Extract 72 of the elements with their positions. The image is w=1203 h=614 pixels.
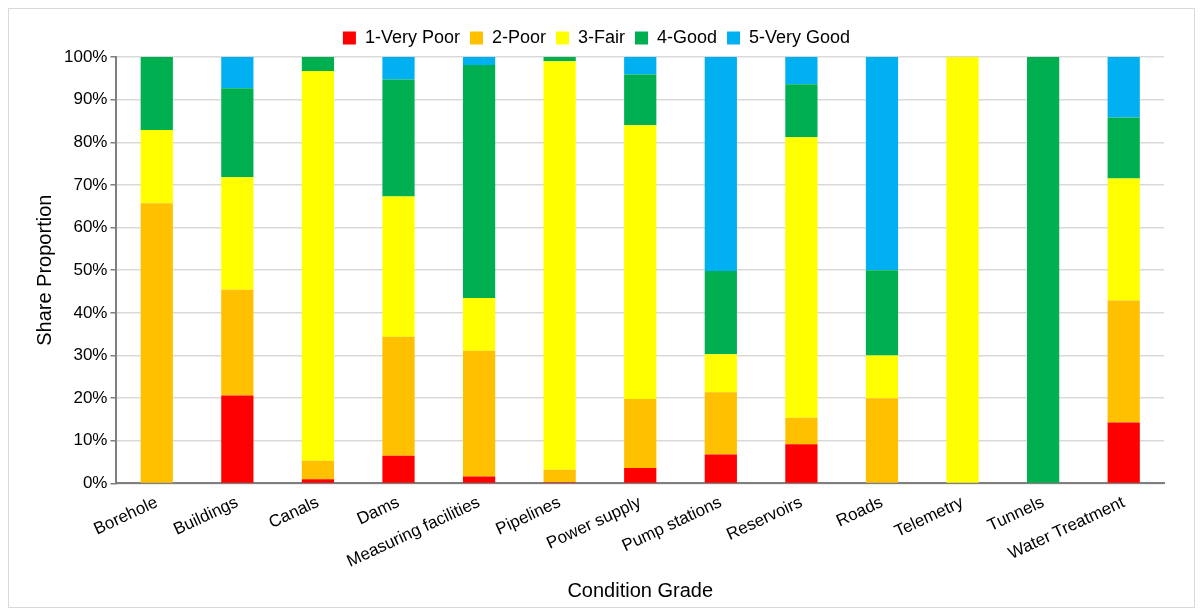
bar — [543, 469, 576, 483]
bar — [704, 454, 737, 483]
legend-label: 2-Poor — [491, 26, 546, 47]
bar — [1107, 422, 1140, 483]
bar — [382, 57, 415, 80]
bar — [462, 65, 496, 298]
y-tick-label: 70% — [73, 174, 108, 194]
bar — [221, 177, 254, 290]
bar — [301, 479, 335, 483]
bar — [221, 395, 254, 483]
bar — [382, 336, 415, 456]
bar — [865, 355, 899, 399]
y-tick-label: 30% — [73, 345, 108, 365]
legend-label: 3-Fair — [577, 26, 625, 47]
bar — [221, 289, 254, 396]
legend-label: 1-Very Poor — [364, 26, 460, 47]
bar — [301, 71, 335, 461]
bar — [543, 61, 576, 470]
bar — [301, 57, 335, 72]
y-tick-label: 40% — [73, 302, 108, 322]
bar — [382, 196, 415, 337]
y-tick-label: 100% — [64, 46, 108, 66]
x-tick-label: Roads — [833, 492, 886, 531]
bar — [462, 297, 496, 351]
bar — [785, 137, 818, 418]
bar — [382, 79, 415, 197]
bar — [1107, 117, 1140, 179]
y-tick-label: 60% — [73, 217, 108, 237]
bar — [462, 350, 496, 477]
bar — [543, 57, 576, 62]
y-tick-label: 0% — [82, 473, 108, 493]
bar — [785, 444, 818, 483]
bar — [785, 417, 818, 445]
bar — [140, 129, 173, 204]
bar — [301, 460, 335, 480]
bar — [1027, 57, 1060, 483]
y-tick-label: 80% — [73, 131, 108, 151]
bar — [382, 455, 415, 483]
x-axis-title: Condition Grade — [567, 578, 714, 601]
bar — [462, 57, 496, 66]
y-tick-label: 10% — [73, 430, 108, 450]
bar — [704, 57, 737, 272]
bar — [624, 57, 657, 75]
bar — [1107, 57, 1140, 118]
y-tick-label: 20% — [73, 387, 108, 407]
bar — [624, 398, 657, 469]
bar — [865, 57, 899, 271]
bar — [624, 125, 657, 399]
bar — [624, 468, 657, 483]
bar — [624, 74, 657, 126]
bar — [1107, 178, 1140, 301]
x-tick-label: Dams — [353, 492, 403, 529]
bar — [865, 398, 899, 483]
bar — [140, 57, 173, 130]
bar — [865, 270, 899, 356]
y-tick-label: 50% — [73, 259, 108, 279]
bar — [704, 354, 737, 393]
y-tick-label: 90% — [73, 89, 108, 109]
bar — [785, 57, 818, 85]
x-tick-label: Canals — [265, 492, 322, 532]
y-axis-title: Share Proportion — [32, 194, 55, 346]
bar — [221, 88, 254, 178]
bar — [140, 203, 173, 483]
bar — [704, 271, 737, 355]
bar — [785, 84, 818, 138]
bar — [704, 392, 737, 455]
legend-label: 5-Very Good — [749, 26, 851, 47]
bar — [221, 57, 254, 89]
bar — [462, 476, 496, 483]
legend-label: 4-Good — [656, 26, 718, 47]
bar — [946, 57, 979, 483]
bar — [1107, 300, 1140, 423]
